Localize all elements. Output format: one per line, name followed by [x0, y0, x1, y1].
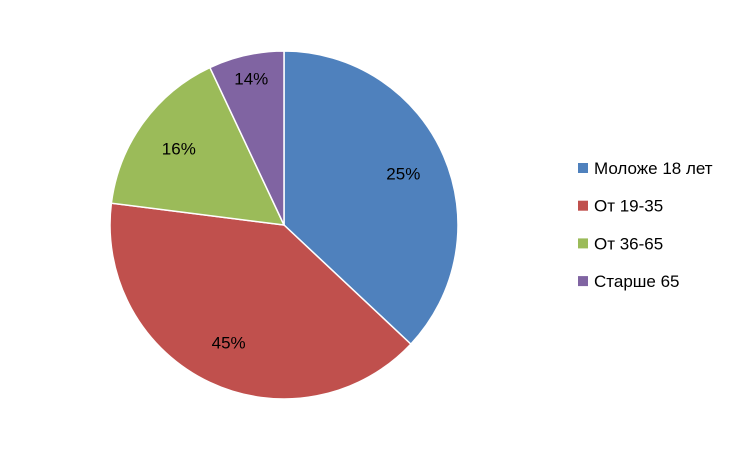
pie-slice	[283, 50, 459, 346]
data-label: 14%	[234, 70, 268, 89]
data-label: 25%	[386, 164, 420, 183]
legend-label: От 36-65	[594, 234, 663, 253]
legend-label: Моложе 18 лет	[594, 159, 713, 178]
legend-swatch	[578, 276, 588, 287]
legend-swatch	[578, 200, 588, 211]
legend-swatch	[578, 238, 588, 249]
pie-slice	[208, 50, 285, 226]
pie-slice	[110, 66, 286, 226]
legend-swatch	[578, 163, 588, 173]
pie-slice	[109, 202, 412, 400]
legend-label: От 19-35	[594, 197, 663, 216]
legend-label: Старше 65	[594, 272, 680, 291]
data-label: 45%	[212, 334, 246, 353]
data-label: 16%	[162, 140, 196, 159]
